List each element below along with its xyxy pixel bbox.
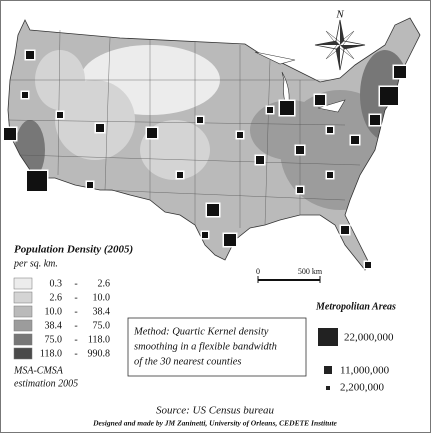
metro-symbol [341,226,349,234]
legend-title: Population Density (2005) [14,244,133,256]
metro-symbol [297,187,303,193]
legend-low: 38.4 [45,320,63,331]
legend: 0.3-2.62.6-10.010.0-38.438.4-75.075.0-11… [13,277,111,360]
credit: Designed and made by JM Zaninetti, Unive… [92,419,337,428]
metro-symbol [22,92,28,98]
scale-end: 500 km [298,267,323,276]
metro-symbol [96,124,104,132]
legend-low: 75.0 [45,334,63,345]
method-text: smoothing in a flexible bandwidth [134,341,277,352]
metro-symbol [267,107,273,113]
scale-start: 0 [256,267,260,276]
scale-bar: 0 500 km [256,267,323,283]
metro-value: 11,000,000 [340,365,390,377]
metro-symbol [147,128,157,138]
legend-low: 0.3 [50,278,63,289]
metro-symbol [327,172,333,178]
legend-separator: - [74,278,77,289]
legend-separator: - [74,348,77,359]
legend-swatch [13,333,33,346]
metro-symbol [315,95,325,105]
legend-separator: - [74,320,77,331]
metro-symbol [327,127,333,133]
legend-high: 118.0 [88,334,110,345]
metro-symbol [365,262,371,268]
metro-symbol [207,204,219,216]
legend-low: 2.6 [50,292,63,303]
legend-separator: - [74,292,77,303]
metro-symbol [26,51,34,59]
legend-separator: - [74,306,77,317]
compass: N [314,9,366,71]
metro-value: 2,200,000 [340,382,385,394]
legend-swatch [13,347,33,360]
legend-low: 118.0 [40,348,62,359]
method-text: Method: Quartic Kernel density [133,326,269,337]
metro-symbol [394,66,406,78]
metro-symbols [2,49,408,270]
metro-symbol-small [326,386,330,390]
method-text: of the 30 nearest counties [134,356,242,367]
legend-high: 75.0 [93,320,111,331]
metro-value: 22,000,000 [344,332,394,344]
metro-title: Metropolitan Areas [315,301,396,312]
legend-high: 38.4 [93,306,111,317]
legend-high: 2.6 [98,278,111,289]
mid-density [250,100,330,160]
metro-symbol-medium [324,366,332,374]
metro-symbol [380,87,398,105]
metro-symbol [280,101,294,115]
metro-symbol [296,146,304,154]
legend-swatch [13,291,33,304]
legend-separator: - [74,334,77,345]
metro-symbol [27,171,47,191]
legend-high: 990.8 [88,348,111,359]
metro-symbol [177,172,183,178]
metro-symbol-large [318,328,338,346]
legend-high: 10.0 [93,292,111,303]
metro-symbol [4,128,16,140]
metro-symbol [197,117,203,123]
legend-swatch [13,305,33,318]
legend-swatch [13,319,33,332]
metro-symbol [351,136,359,144]
metro-symbol [224,234,236,246]
metro-symbol [57,112,63,118]
metro-symbol [237,132,243,138]
note: estimation 2005 [14,378,78,389]
metro-symbol [87,182,93,188]
metro-symbol [256,156,264,164]
legend-unit: per sq. km. [13,258,58,269]
legend-swatch [13,277,33,290]
metro-symbol [370,115,380,125]
compass-label: N [335,9,344,21]
note: MSA-CMSA [13,365,64,376]
legend-low: 10.0 [45,306,63,317]
metro-symbol [202,232,208,238]
source: Source: US Census bureau [156,405,275,417]
method-box [127,317,307,377]
